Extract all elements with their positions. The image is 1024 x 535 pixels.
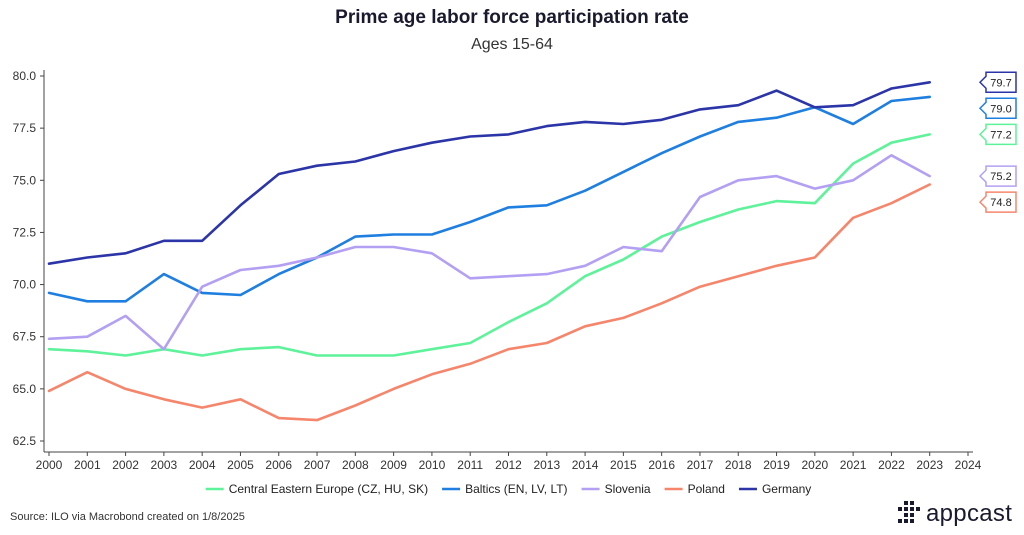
x-tick-label: 2009 xyxy=(380,458,407,472)
y-tick-label: 72.5 xyxy=(13,225,37,239)
legend: Central Eastern Europe (CZ, HU, SK) Balti… xyxy=(205,482,811,496)
end-label-box xyxy=(978,191,1017,213)
legend-item: Slovenia xyxy=(581,482,651,496)
end-label-tag: 75.2 xyxy=(978,165,1017,187)
x-tick-label: 2007 xyxy=(304,458,331,472)
x-tick-label: 2005 xyxy=(227,458,254,472)
x-tick-label: 2017 xyxy=(687,458,714,472)
legend-label: Germany xyxy=(762,482,811,496)
x-tick-label: 2012 xyxy=(495,458,522,472)
x-tick-label: 2013 xyxy=(533,458,560,472)
x-tick-label: 2014 xyxy=(572,458,599,472)
y-tick-label: 77.5 xyxy=(13,121,37,135)
x-tick-label: 2021 xyxy=(840,458,867,472)
x-tick-label: 2023 xyxy=(916,458,943,472)
x-tick-label: 2015 xyxy=(610,458,637,472)
end-label-tag: 79.7 xyxy=(978,71,1017,94)
y-tick-label: 80.0 xyxy=(13,69,37,83)
end-label-box xyxy=(978,123,1017,146)
appcast-logo: appcast xyxy=(898,500,1012,528)
end-label-tag: 77.2 xyxy=(978,123,1017,146)
y-tick-label: 65.0 xyxy=(13,382,37,396)
end-label-box xyxy=(978,71,1017,94)
legend-label: Baltics (EN, LV, LT) xyxy=(465,482,567,496)
end-label-tag: 74.8 xyxy=(978,191,1017,213)
x-tick-label: 2000 xyxy=(36,458,63,472)
end-label-value: 79.0 xyxy=(990,103,1011,115)
legend-item: Poland xyxy=(664,482,725,496)
legend-label: Poland xyxy=(688,482,725,496)
x-tick-label: 2008 xyxy=(342,458,369,472)
appcast-logo-text: appcast xyxy=(926,500,1013,527)
x-tick-label: 2004 xyxy=(189,458,216,472)
x-tick-label: 2020 xyxy=(801,458,828,472)
chart-title: Prime age labor force participation rate xyxy=(335,7,689,28)
end-label-value: 77.2 xyxy=(990,129,1011,141)
x-tick-label: 2016 xyxy=(648,458,675,472)
legend-label: Central Eastern Europe (CZ, HU, SK) xyxy=(229,482,428,496)
legend-item: Baltics (EN, LV, LT) xyxy=(442,482,568,496)
series-line xyxy=(47,154,932,351)
legend-item: Germany xyxy=(738,482,811,496)
series-line xyxy=(47,95,932,303)
x-tick-label: 2011 xyxy=(457,458,483,472)
legend-item: Central Eastern Europe (CZ, HU, SK) xyxy=(205,482,428,496)
source-note: Source: ILO via Macrobond created on 1/8… xyxy=(10,511,245,523)
end-labels: 79.7 79.0 77.2 75.2 74.8 xyxy=(978,71,1017,213)
chart-subtitle: Ages 15-64 xyxy=(471,36,553,53)
appcast-logo-icon xyxy=(898,501,920,523)
x-tick-label: 2002 xyxy=(112,458,139,472)
legend-label: Slovenia xyxy=(605,482,651,496)
y-tick-label: 62.5 xyxy=(13,434,37,448)
y-tick-label: 75.0 xyxy=(13,173,37,187)
y-tick-label: 70.0 xyxy=(13,278,37,292)
x-tick-label: 2019 xyxy=(763,458,790,472)
axes: 62.5 65.0 67.5 70.0 72.5 75.0 77.5 80.0 2000 2001… xyxy=(13,69,982,472)
x-tick-label: 2006 xyxy=(265,458,292,472)
end-label-tag: 79.0 xyxy=(978,97,1017,120)
series-line xyxy=(47,133,932,357)
end-label-box xyxy=(978,97,1017,120)
series-line xyxy=(47,183,932,422)
y-tick-label: 67.5 xyxy=(13,330,37,344)
x-tick-label: 2010 xyxy=(419,458,446,472)
end-label-value: 75.2 xyxy=(990,171,1011,183)
x-tick-label: 2022 xyxy=(878,458,905,472)
end-label-value: 74.8 xyxy=(990,197,1011,209)
x-tick-label: 2001 xyxy=(74,458,101,472)
end-label-value: 79.7 xyxy=(990,77,1011,89)
end-label-box xyxy=(978,165,1017,187)
x-tick-label: 2018 xyxy=(725,458,752,472)
x-tick-label: 2024 xyxy=(955,458,982,472)
x-tick-label: 2003 xyxy=(151,458,178,472)
series-line xyxy=(47,81,932,266)
series-lines xyxy=(47,81,932,422)
